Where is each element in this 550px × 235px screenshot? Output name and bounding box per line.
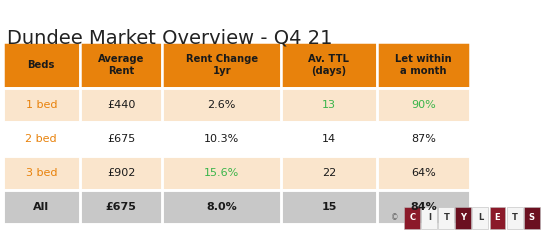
Text: 3 bed: 3 bed [25, 168, 57, 178]
FancyBboxPatch shape [507, 207, 522, 229]
Text: S: S [529, 213, 535, 223]
FancyBboxPatch shape [472, 207, 488, 229]
Text: Average
Rent: Average Rent [98, 55, 144, 76]
FancyBboxPatch shape [438, 207, 454, 229]
Text: 84%: 84% [410, 202, 437, 212]
Text: 1 bed: 1 bed [25, 100, 57, 110]
Text: 15: 15 [321, 202, 337, 212]
FancyBboxPatch shape [80, 42, 162, 88]
Text: C: C [409, 213, 415, 223]
Text: £440: £440 [107, 100, 135, 110]
Text: 90%: 90% [411, 100, 436, 110]
Text: Rent Change
1yr: Rent Change 1yr [185, 55, 258, 76]
Text: Let within
a month: Let within a month [395, 55, 452, 76]
Text: Av. TTL
(days): Av. TTL (days) [309, 55, 349, 76]
Text: T: T [443, 213, 449, 223]
FancyBboxPatch shape [490, 207, 505, 229]
Text: 2.6%: 2.6% [207, 100, 236, 110]
Text: I: I [428, 213, 431, 223]
Text: 8.0%: 8.0% [206, 202, 237, 212]
FancyBboxPatch shape [3, 42, 80, 88]
Text: Y: Y [460, 213, 466, 223]
FancyBboxPatch shape [3, 190, 470, 224]
Text: £675: £675 [107, 134, 135, 144]
FancyBboxPatch shape [421, 207, 437, 229]
Text: All: All [33, 202, 50, 212]
FancyBboxPatch shape [280, 42, 377, 88]
FancyBboxPatch shape [3, 156, 470, 190]
Text: E: E [494, 213, 500, 223]
Text: ©: © [390, 213, 398, 223]
Text: 13: 13 [322, 100, 336, 110]
Text: Dundee Market Overview - Q4 21: Dundee Market Overview - Q4 21 [7, 28, 332, 47]
FancyBboxPatch shape [524, 207, 540, 229]
Text: T: T [512, 213, 518, 223]
FancyBboxPatch shape [3, 88, 470, 122]
FancyBboxPatch shape [162, 42, 280, 88]
FancyBboxPatch shape [455, 207, 471, 229]
FancyBboxPatch shape [377, 42, 470, 88]
FancyBboxPatch shape [404, 207, 420, 229]
Text: 2 bed: 2 bed [25, 134, 57, 144]
Text: 87%: 87% [411, 134, 436, 144]
Text: 22: 22 [322, 168, 336, 178]
Text: £675: £675 [106, 202, 136, 212]
Text: 15.6%: 15.6% [204, 168, 239, 178]
Text: Beds: Beds [28, 60, 55, 70]
Text: £902: £902 [107, 168, 135, 178]
FancyBboxPatch shape [3, 122, 470, 156]
Text: L: L [478, 213, 483, 223]
Text: 14: 14 [322, 134, 336, 144]
Text: 64%: 64% [411, 168, 436, 178]
Text: 10.3%: 10.3% [204, 134, 239, 144]
